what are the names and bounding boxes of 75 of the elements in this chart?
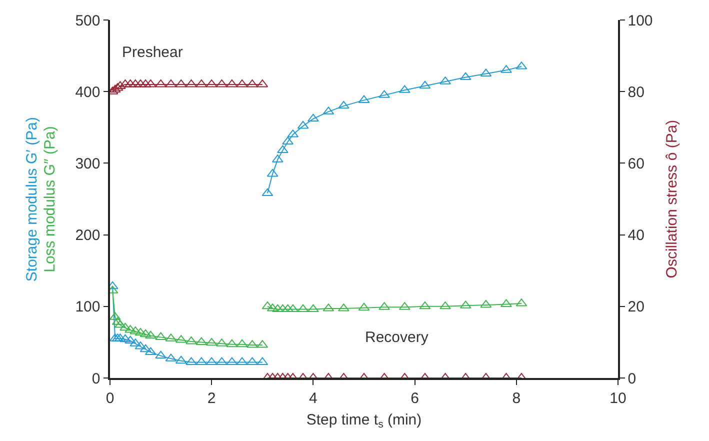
point <box>338 100 350 109</box>
point <box>175 79 187 88</box>
point <box>155 79 166 88</box>
point <box>440 301 451 310</box>
y2-tick-label: 0 <box>628 370 636 388</box>
point <box>120 79 131 88</box>
y-tick-label: 300 <box>75 155 100 172</box>
point <box>144 79 156 88</box>
x-tick-label: 4 <box>309 390 318 407</box>
point <box>134 328 146 336</box>
point <box>140 79 152 88</box>
point <box>297 120 309 129</box>
point <box>140 329 152 338</box>
x-tick-label: 2 <box>207 390 216 407</box>
point <box>297 304 309 312</box>
point <box>186 336 197 344</box>
y-tick-label: 200 <box>75 227 100 244</box>
point <box>226 79 238 88</box>
point <box>287 304 299 312</box>
point <box>124 79 136 88</box>
point <box>165 79 177 88</box>
point <box>272 304 284 312</box>
x-tick-label: 6 <box>410 390 419 407</box>
point <box>206 338 218 346</box>
point <box>144 330 156 339</box>
point <box>130 79 142 88</box>
point <box>120 322 131 331</box>
y2-tick-label: 40 <box>628 227 644 244</box>
point <box>226 339 238 348</box>
point <box>236 79 248 88</box>
point <box>140 344 152 352</box>
point <box>196 79 208 88</box>
y-tick-label: 100 <box>75 298 100 316</box>
point <box>308 114 319 122</box>
y2-tick-label: 60 <box>628 155 644 172</box>
y-tick-label: 0 <box>92 370 100 388</box>
text: Loss modulus G″ (Pa) <box>41 126 58 272</box>
point <box>246 79 258 88</box>
point <box>236 339 248 348</box>
point <box>110 84 121 93</box>
point <box>130 326 142 334</box>
point <box>110 334 121 342</box>
point <box>419 80 431 89</box>
annotation: Preshear <box>122 44 183 61</box>
point <box>277 145 288 154</box>
point <box>262 301 274 310</box>
point <box>155 350 166 359</box>
x-tick-label: 10 <box>610 390 626 407</box>
y-tick-label: 400 <box>75 84 100 101</box>
y2-tick-label: 100 <box>628 12 653 30</box>
point <box>308 304 319 312</box>
point <box>134 79 146 88</box>
y2-axis-title: Oscillation stress ô (Pa) <box>663 120 680 278</box>
point <box>124 336 136 344</box>
point <box>256 79 268 88</box>
point <box>110 312 121 320</box>
annotation: Recovery <box>365 329 429 346</box>
x-tick-label: 0 <box>106 390 114 407</box>
point <box>266 168 278 177</box>
point <box>120 334 131 342</box>
point <box>480 300 492 308</box>
y2-tick-label: 20 <box>628 298 644 316</box>
point <box>460 72 472 80</box>
point <box>262 188 274 196</box>
point <box>358 302 370 311</box>
x-axis-title: Step time t$_{s}$ (min) <box>306 411 422 430</box>
y-axis-title: Storage modulus G′ (Pa) <box>24 117 41 282</box>
point <box>419 301 431 310</box>
point <box>186 79 197 88</box>
point <box>175 356 187 364</box>
y2-tick-label: 80 <box>628 84 644 101</box>
point <box>216 79 228 88</box>
y-tick-label: 500 <box>75 12 100 30</box>
x-tick-label: 8 <box>512 390 521 407</box>
point <box>206 79 218 88</box>
